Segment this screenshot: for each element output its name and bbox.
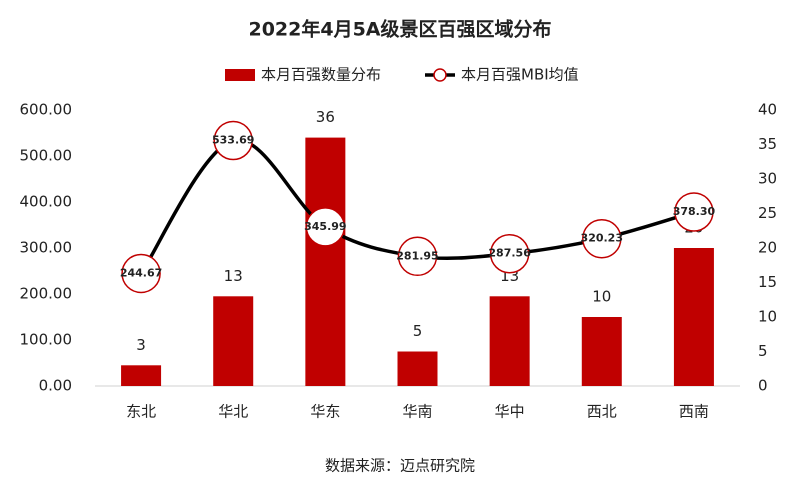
line-value-label: 345.99 xyxy=(304,220,346,233)
line-value-label: 244.67 xyxy=(120,266,162,279)
y-tick-label: 500.00 xyxy=(20,147,73,165)
source-note: 数据来源：迈点研究院 xyxy=(325,457,475,475)
line-marker xyxy=(305,207,346,247)
y2-tick-label: 10 xyxy=(758,308,777,326)
bar-value-label: 3 xyxy=(136,336,146,354)
y2-tick-label: 20 xyxy=(758,239,777,257)
bar-value-label: 10 xyxy=(592,288,611,306)
legend-label: 本月百强数量分布 xyxy=(261,66,381,84)
bar-value-label: 36 xyxy=(316,108,335,126)
x-tick-label: 西南 xyxy=(679,403,709,421)
y-tick-label: 400.00 xyxy=(20,193,73,211)
x-tick-label: 华北 xyxy=(218,403,248,421)
x-tick-label: 东北 xyxy=(126,403,156,421)
y2-tick-label: 0 xyxy=(758,377,768,395)
line-marker xyxy=(397,236,438,277)
bar xyxy=(673,248,714,386)
chart-title: 2022年4月5A级景区百强区域分布 xyxy=(248,18,551,41)
y2-tick-label: 40 xyxy=(758,101,777,119)
line-marker xyxy=(582,218,622,259)
line-marker xyxy=(674,192,714,232)
line-marker xyxy=(213,120,253,161)
y2-tick-label: 25 xyxy=(758,204,777,222)
line-value-label: 320.23 xyxy=(581,232,623,245)
line-value-label: 378.30 xyxy=(673,205,716,218)
line-value-label: 533.69 xyxy=(212,134,254,147)
bar xyxy=(489,296,530,386)
bar-value-label: 5 xyxy=(413,322,423,340)
y2-tick-label: 15 xyxy=(758,273,777,291)
y-tick-label: 300.00 xyxy=(20,239,73,257)
y2-tick-label: 35 xyxy=(758,135,777,153)
y-tick-label: 100.00 xyxy=(20,331,73,349)
bar-value-label: 13 xyxy=(224,267,243,285)
x-tick-label: 华南 xyxy=(402,403,432,421)
line-marker xyxy=(489,233,530,274)
y2-tick-label: 5 xyxy=(758,342,768,360)
bar xyxy=(305,137,346,386)
x-tick-label: 华东 xyxy=(310,403,340,421)
line-marker xyxy=(121,253,161,294)
x-tick-label: 华中 xyxy=(495,403,525,421)
bar xyxy=(121,365,162,386)
line-value-label: 281.95 xyxy=(396,249,438,262)
y-tick-label: 0.00 xyxy=(39,377,72,395)
line-value-label: 287.56 xyxy=(488,247,531,260)
y2-tick-label: 30 xyxy=(758,170,777,188)
bar xyxy=(213,296,254,386)
legend-label: 本月百强MBI均值 xyxy=(461,66,579,84)
bar xyxy=(397,351,438,386)
legend-swatch xyxy=(225,69,255,81)
legend-marker xyxy=(433,68,447,82)
x-tick-label: 西北 xyxy=(587,403,617,421)
y-tick-label: 200.00 xyxy=(20,285,73,303)
y-tick-label: 600.00 xyxy=(20,101,73,119)
bar xyxy=(581,317,622,386)
